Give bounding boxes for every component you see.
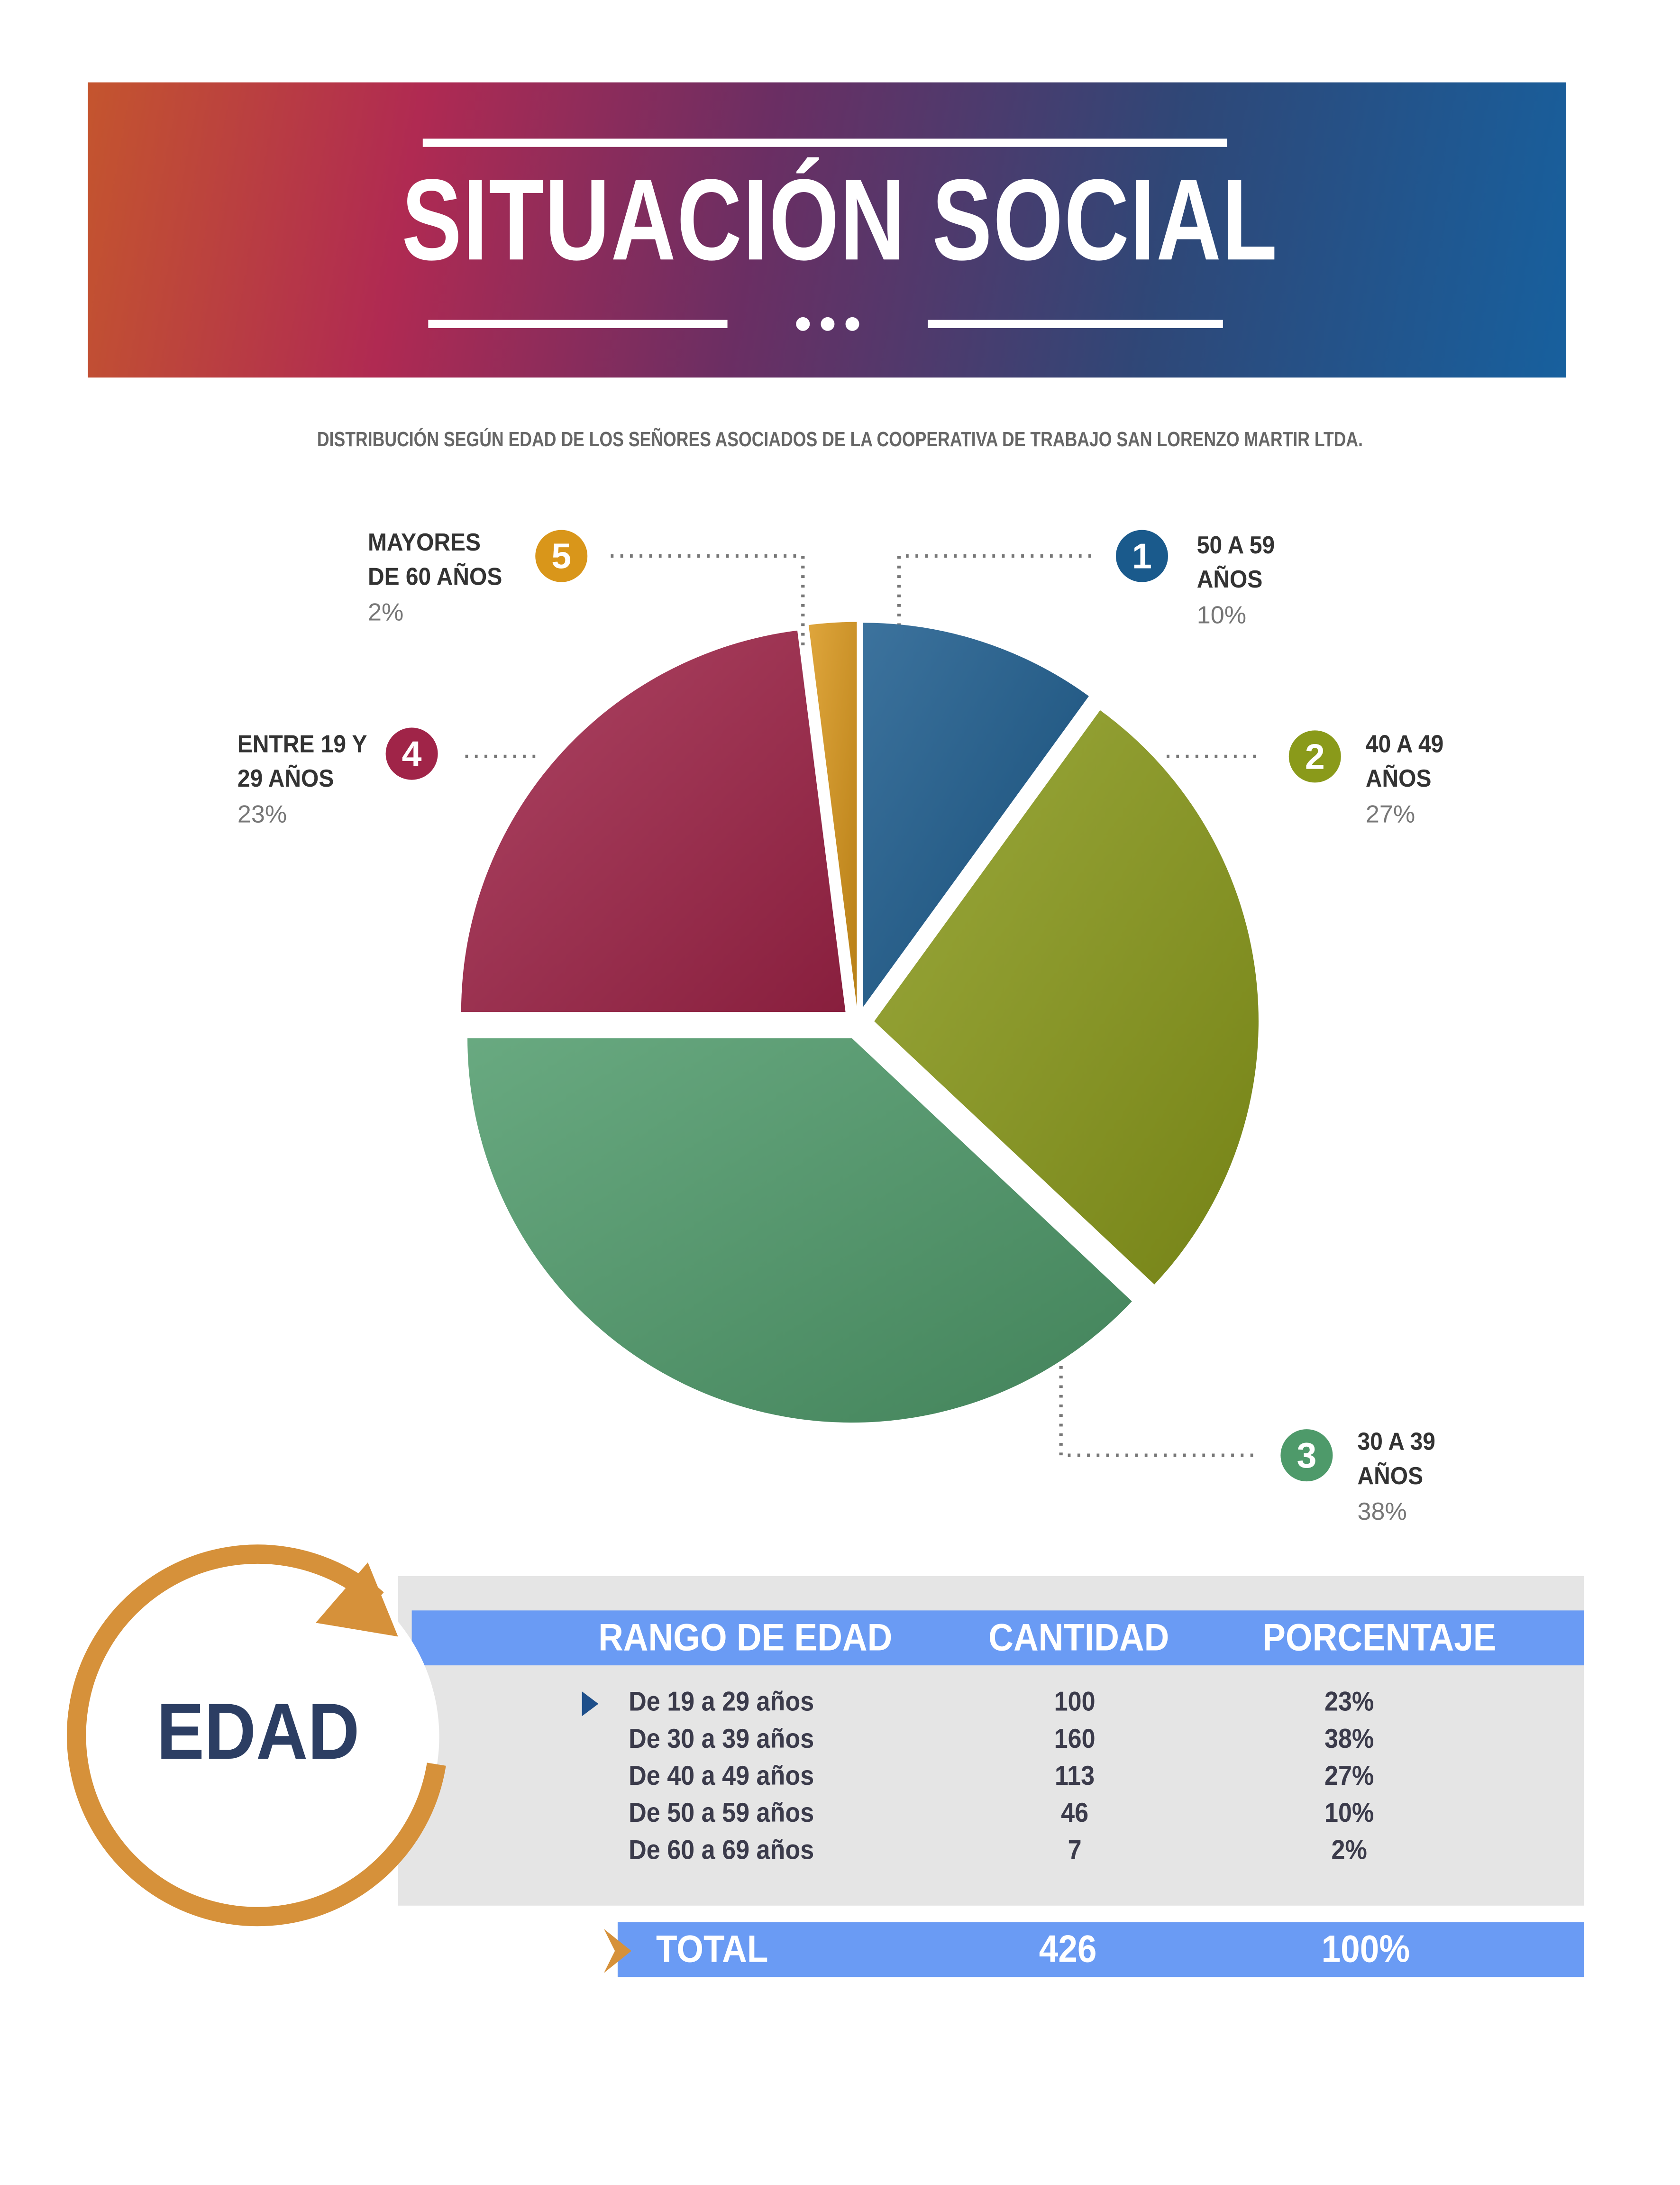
value-label: 27% [1365, 800, 1415, 828]
cell: 7 [1068, 1836, 1082, 1866]
label-number: 1 [1115, 530, 1168, 582]
value-label: 2% [367, 598, 404, 626]
divider [428, 320, 728, 329]
cell: 10% [1324, 1798, 1374, 1829]
cell: De 30 a 39 años [629, 1724, 814, 1755]
cell: 46 [1061, 1798, 1089, 1829]
cell: De 19 a 29 años [629, 1687, 814, 1718]
table-header-bar [411, 1610, 1584, 1666]
edad-badge [66, 1544, 446, 1927]
value-label: 10% [1196, 601, 1247, 629]
value-label: 23% [237, 800, 287, 828]
cell: De 50 a 59 años [629, 1798, 814, 1829]
divider [928, 320, 1223, 329]
cell: 113 [1055, 1761, 1095, 1792]
category-label: 30 A 39 AÑOS [1357, 1428, 1435, 1490]
table-header: RANGO DE EDAD [598, 1616, 893, 1659]
value-label: 38% [1357, 1497, 1407, 1525]
total-bar [617, 1922, 1584, 1977]
category-label: ENTRE 19 Y 29 AÑOS [237, 730, 367, 792]
edad-label: EDAD [156, 1687, 360, 1777]
category-label: 50 A 59 AÑOS [1196, 531, 1275, 593]
label-number: 4 [385, 727, 438, 780]
slice-shade [808, 622, 857, 1007]
row-pointer [582, 1691, 599, 1717]
title: SITUACIÓN SOCIAL [402, 155, 1278, 285]
cell: 100 [1054, 1687, 1096, 1718]
cell: 160 [1054, 1724, 1096, 1755]
cell: 23% [1324, 1687, 1374, 1718]
table-header: PORCENTAJE [1262, 1616, 1497, 1659]
total-percent: 100% [1321, 1928, 1410, 1970]
cell: 27% [1324, 1761, 1374, 1792]
subtitle: DISTRIBUCIÓN SEGÚN EDAD DE LOS SEÑORES A… [317, 428, 1363, 452]
dots [796, 317, 859, 331]
divider [422, 138, 1227, 147]
cell: 2% [1331, 1836, 1367, 1866]
category-label: MAYORES DE 60 AÑOS [367, 528, 502, 591]
label-number: 3 [1280, 1429, 1333, 1482]
total-arrow [603, 1929, 631, 1973]
label-number: 5 [535, 530, 588, 582]
cell: De 40 a 49 años [629, 1761, 814, 1792]
cell: De 60 a 69 años [629, 1836, 814, 1866]
slice-shade [863, 623, 1089, 1008]
table-header: CANTIDAD [988, 1616, 1169, 1659]
slice-shade [467, 1038, 1132, 1423]
total-label: TOTAL [656, 1928, 768, 1970]
slice-shade [874, 710, 1259, 1285]
total-count: 426 [1039, 1928, 1097, 1970]
category-label: 40 A 49 AÑOS [1365, 730, 1444, 792]
cell: 38% [1324, 1724, 1374, 1755]
slice-shade [461, 630, 846, 1012]
label-number: 2 [1288, 730, 1341, 783]
